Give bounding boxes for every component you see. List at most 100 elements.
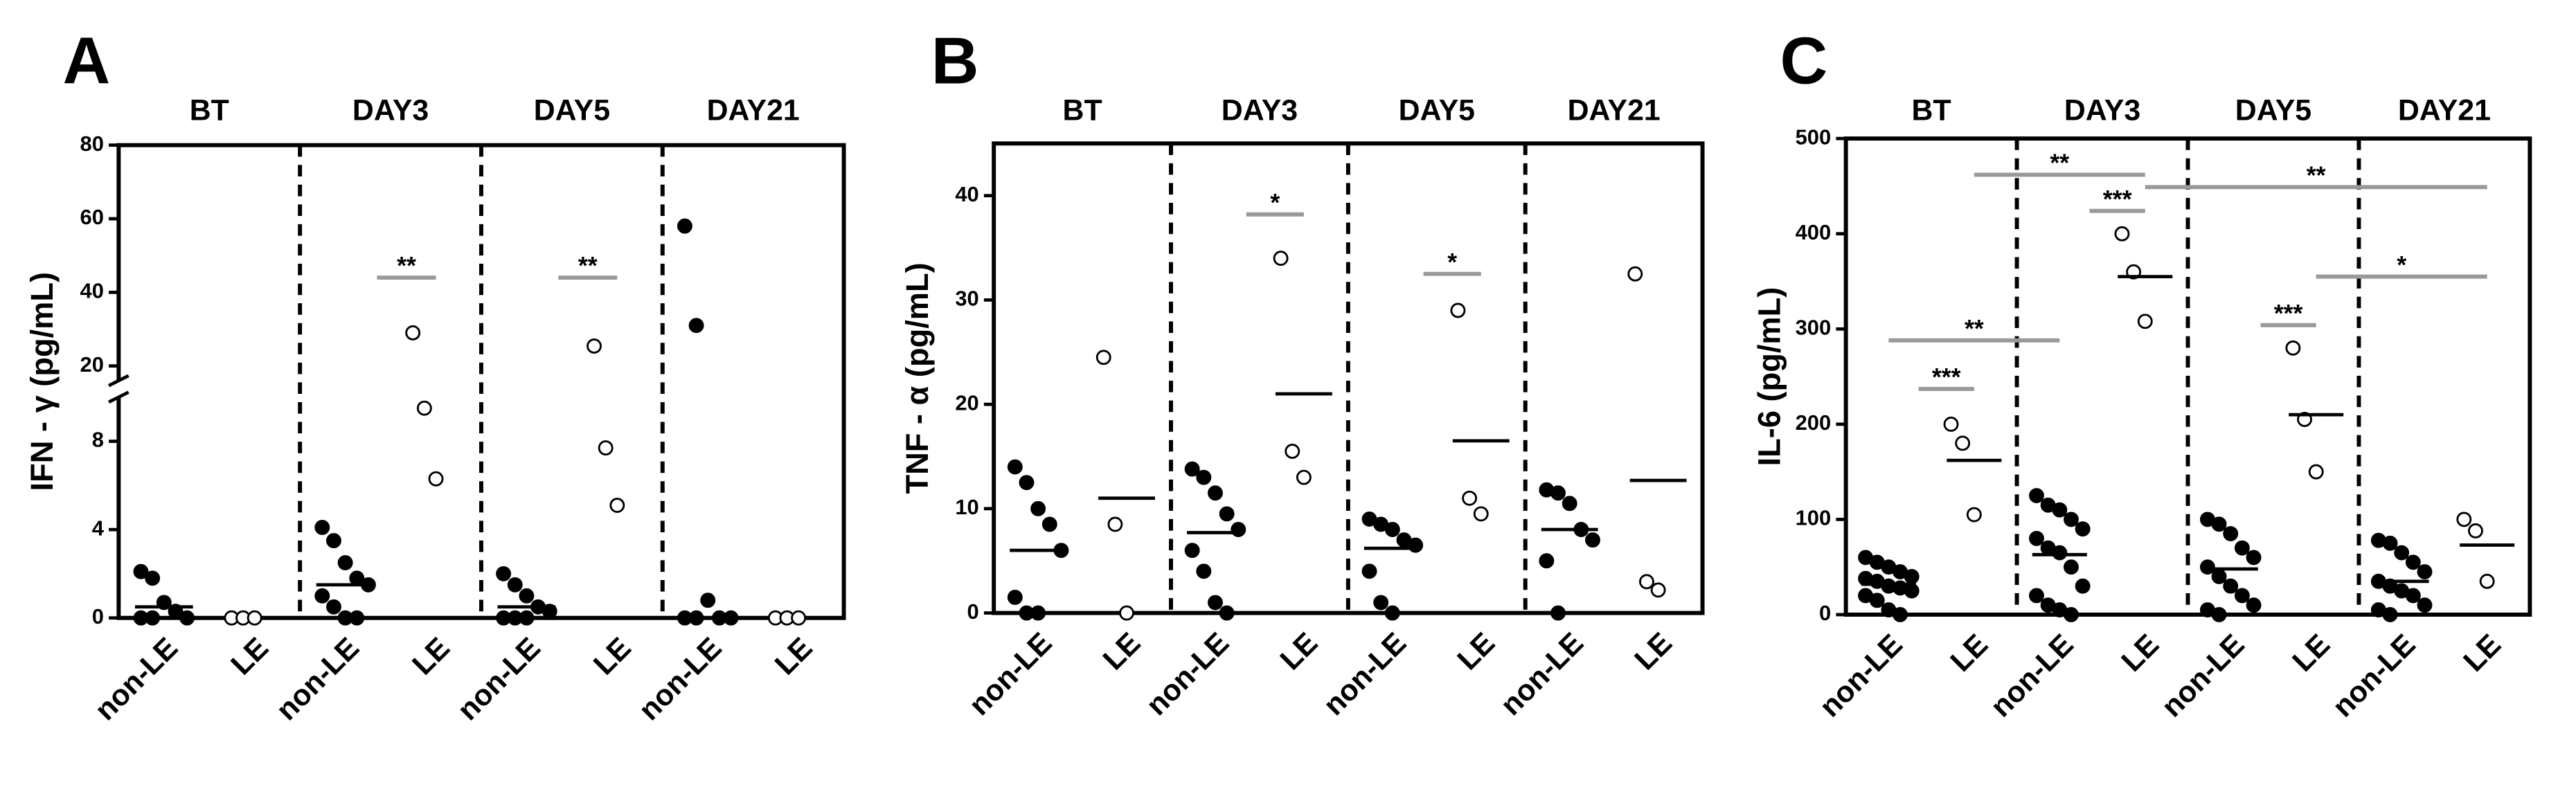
- data-point: [1893, 607, 1908, 622]
- x-tick-label: non-LE: [2326, 628, 2422, 723]
- x-tick-label: LE: [587, 631, 638, 682]
- data-point: [2405, 554, 2421, 570]
- data-point: [2223, 526, 2239, 541]
- data-point: [2064, 512, 2079, 527]
- data-point: [1943, 416, 1959, 432]
- y-tick-label: 40: [80, 279, 104, 303]
- y-tick-label: 10: [955, 495, 978, 519]
- data-point: [314, 519, 330, 535]
- group-label: DAY3: [1222, 93, 1298, 127]
- data-point: [1373, 595, 1389, 610]
- data-point: [1095, 350, 1111, 365]
- data-point: [145, 610, 161, 626]
- group-label: DAY5: [1399, 93, 1475, 127]
- x-tick-label: LE: [1274, 626, 1325, 677]
- data-point: [1184, 461, 1200, 477]
- data-point: [1030, 605, 1046, 621]
- data-point: [405, 325, 421, 341]
- data-point: [1450, 302, 1466, 318]
- data-point: [1904, 569, 1920, 584]
- x-tick-label: LE: [2286, 628, 2336, 678]
- data-point: [1119, 605, 1135, 621]
- x-tick-label: LE: [2115, 628, 2165, 678]
- data-point: [1550, 605, 1566, 621]
- y-tick-label: 0: [967, 599, 979, 624]
- group-label: DAY3: [352, 93, 429, 127]
- data-point: [2234, 540, 2250, 556]
- data-point: [587, 338, 602, 354]
- group-label: DAY5: [534, 93, 610, 127]
- data-point: [1107, 516, 1123, 532]
- x-tick-label: LE: [1097, 626, 1147, 677]
- y-tick-label: 20: [80, 352, 104, 377]
- data-point: [1273, 251, 1289, 266]
- data-point: [700, 593, 716, 608]
- data-point: [326, 533, 341, 549]
- data-point: [1955, 435, 1971, 451]
- data-point: [2052, 502, 2068, 518]
- data-point: [1627, 266, 1643, 282]
- y-tick-label: 100: [1796, 506, 1832, 530]
- data-point: [349, 610, 365, 626]
- y-tick-label: 0: [92, 604, 104, 628]
- data-point: [133, 563, 149, 579]
- y-tick-label: 40: [955, 182, 978, 206]
- data-point: [2029, 588, 2044, 604]
- y-tick-label: 20: [955, 390, 978, 415]
- x-tick-label: non-LE: [1140, 626, 1235, 722]
- data-point: [1639, 574, 1654, 590]
- data-point: [2382, 607, 2398, 622]
- x-tick-label: LE: [1451, 626, 1501, 677]
- group-label: DAY21: [707, 93, 800, 127]
- significance-label: **: [397, 252, 416, 280]
- x-tick-label: non-LE: [963, 626, 1058, 722]
- y-tick-label: 200: [1796, 410, 1832, 435]
- data-point: [428, 471, 444, 487]
- x-tick-label: non-LE: [1984, 628, 2079, 723]
- significance-label: **: [578, 252, 598, 280]
- data-point: [496, 566, 512, 581]
- y-tick-label: 0: [1819, 601, 1831, 625]
- y-axis-label: IFN - γ (pg/mL): [24, 272, 60, 491]
- panel-letter: A: [62, 25, 110, 98]
- group-label: BT: [1063, 93, 1102, 127]
- plot-frame: [116, 143, 846, 620]
- data-point: [2246, 597, 2262, 613]
- x-tick-label: non-LE: [270, 631, 366, 727]
- panel-letter: B: [931, 25, 979, 98]
- data-point: [2234, 588, 2250, 604]
- data-point: [2075, 521, 2091, 537]
- data-point: [1296, 469, 1312, 485]
- significance-label: *: [1447, 248, 1457, 276]
- data-point: [1361, 563, 1377, 579]
- x-tick-label: non-LE: [1494, 626, 1590, 722]
- data-point: [1539, 553, 1555, 569]
- data-point: [416, 400, 432, 416]
- data-point: [1196, 563, 1212, 579]
- data-point: [507, 577, 523, 593]
- data-point: [2211, 607, 2227, 622]
- y-tick-label: 80: [80, 132, 104, 156]
- group-label: DAY21: [1568, 93, 1661, 127]
- data-point: [2223, 578, 2239, 594]
- data-point: [1966, 507, 1982, 523]
- x-tick-label: LE: [406, 631, 456, 682]
- data-point: [2064, 607, 2079, 622]
- group-label: DAY3: [2064, 93, 2140, 127]
- x-tick-label: non-LE: [1317, 626, 1413, 722]
- data-point: [1208, 595, 1223, 610]
- y-axis-label: TNF - α (pg/mL): [900, 262, 935, 494]
- data-point: [326, 599, 341, 615]
- data-point: [2211, 569, 2227, 584]
- data-point: [1007, 590, 1023, 605]
- data-point: [1384, 522, 1400, 537]
- y-tick-label: 8: [92, 428, 104, 452]
- data-point: [1219, 506, 1235, 522]
- group-label: BT: [190, 93, 229, 127]
- data-point: [2029, 488, 2044, 503]
- data-point: [1019, 475, 1035, 491]
- data-point: [791, 610, 807, 626]
- data-point: [1007, 459, 1023, 475]
